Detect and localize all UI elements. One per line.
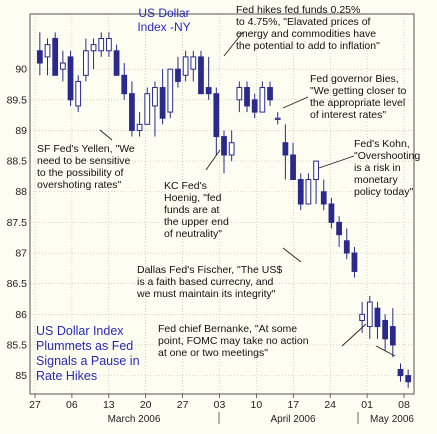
annotation-leader	[223, 31, 244, 57]
candle-body	[190, 56, 197, 70]
candle-body	[221, 136, 227, 156]
annotation-leader	[341, 323, 367, 347]
candle-body	[144, 93, 151, 125]
candle-body	[282, 142, 289, 156]
annotation-leader	[375, 345, 396, 357]
candle-body	[228, 142, 235, 156]
y-tick-label: 86	[15, 309, 27, 321]
annotation-leader	[282, 96, 309, 109]
annotation-leaders	[99, 31, 396, 357]
candle-body	[236, 87, 243, 101]
y-tick-label: 87	[15, 248, 27, 260]
candle-body	[167, 68, 174, 113]
y-tick-label: 90	[15, 64, 27, 76]
candle-body	[67, 56, 74, 101]
candle-body	[175, 68, 181, 82]
x-tick-label: 24	[324, 399, 336, 411]
x-tick-label: 20	[140, 399, 152, 411]
x-tick-label: 13	[103, 399, 115, 411]
plot-frame	[29, 13, 415, 395]
candle-body	[267, 87, 273, 101]
candle-body	[90, 44, 97, 52]
annotation-hoenig: KC Fed's Hoenig, "fed funds are at the u…	[164, 180, 229, 240]
x-tick-label: 06	[66, 399, 78, 411]
annotation-fischer: Dallas Fed's Fischer, "The US$ is a fait…	[137, 264, 283, 300]
x-tick-label: 27	[177, 399, 189, 411]
candle-body	[397, 368, 404, 377]
month-label: April 2006	[270, 414, 315, 425]
x-tick-label: 10	[251, 399, 263, 411]
candle-body	[259, 87, 266, 113]
annotation-bies: Fed governor Bies, "We getting closer to…	[310, 73, 407, 121]
candle-body	[106, 38, 112, 52]
chart-title: US Dollar Index Plummets as Fed Signals …	[36, 324, 140, 383]
y-tick-label: 88.5	[7, 156, 28, 168]
grid	[30, 14, 414, 394]
y-tick-label: 85.5	[7, 339, 28, 351]
axes: 85 85.5 86 86.5 87 87.5 88 88.5 89 89.5 90 27 06 13 20…	[7, 13, 415, 425]
candle-body	[328, 203, 335, 223]
x-tick-label: 01	[361, 399, 373, 411]
annotation-fed-hike: Fed hikes fed funds 0.25% to 4.75%, "Ela…	[236, 4, 380, 52]
candle-body	[82, 50, 89, 76]
series-label: US Dollar Index -NY	[137, 6, 191, 34]
candle-body	[320, 191, 327, 205]
candle-body	[313, 160, 319, 180]
annotation-leader	[99, 129, 113, 141]
x-tick-label: 03	[214, 399, 226, 411]
candle-body	[290, 154, 296, 180]
candle-body	[129, 93, 135, 131]
candle-body	[198, 56, 204, 95]
candle-body	[44, 44, 51, 58]
candles	[36, 32, 412, 388]
candle-body	[251, 99, 258, 113]
candle-body	[121, 74, 128, 95]
candle-body	[213, 93, 220, 138]
candle-body	[159, 87, 166, 119]
candle-body	[305, 178, 312, 205]
month-label: May 2006	[370, 414, 414, 425]
candle-body	[405, 375, 412, 383]
annotation-kohn: Fed's Kohn, "Overshooting is a risk in m…	[354, 138, 421, 198]
month-label: March 2006	[108, 414, 161, 425]
x-tick-label: 08	[398, 399, 410, 411]
y-tick-label: 86.5	[7, 278, 28, 290]
y-tick-label: 88	[15, 186, 27, 198]
candle-body	[244, 87, 250, 107]
candle-body	[389, 326, 396, 346]
annotation-leader	[318, 155, 355, 169]
candle-body	[274, 117, 281, 120]
y-tick-label: 89	[15, 125, 27, 137]
candle-body	[113, 50, 120, 76]
y-tick-label: 85	[15, 370, 27, 382]
y-tick-label: 89.5	[7, 94, 28, 106]
candle-body	[98, 38, 105, 52]
annotation-bernanke: Fed chief Bernanke, "At some point, FOMC…	[158, 323, 309, 359]
annotation-yellen: SF Fed's Yellen, "We need to be sensitiv…	[37, 143, 135, 191]
x-tick-label: 17	[287, 399, 299, 411]
y-tick-label: 87.5	[7, 217, 28, 229]
candle-body	[205, 87, 212, 95]
candle-body	[374, 307, 381, 328]
candle-body	[152, 87, 158, 107]
candle-body	[382, 319, 389, 340]
x-tick-label: 27	[29, 399, 41, 411]
annotation-leader	[282, 247, 302, 263]
candle-body	[366, 301, 373, 328]
candle-body	[359, 313, 366, 321]
candle-body	[52, 38, 59, 76]
candle-body	[343, 240, 350, 254]
candle-body	[36, 50, 43, 64]
candle-body	[75, 80, 82, 107]
candle-body	[351, 252, 358, 272]
candle-body	[136, 123, 143, 131]
candle-body	[59, 62, 66, 70]
candle-body	[297, 178, 304, 205]
annotation-leader	[205, 149, 221, 171]
candle-body	[182, 56, 189, 76]
candle-body	[336, 221, 342, 236]
